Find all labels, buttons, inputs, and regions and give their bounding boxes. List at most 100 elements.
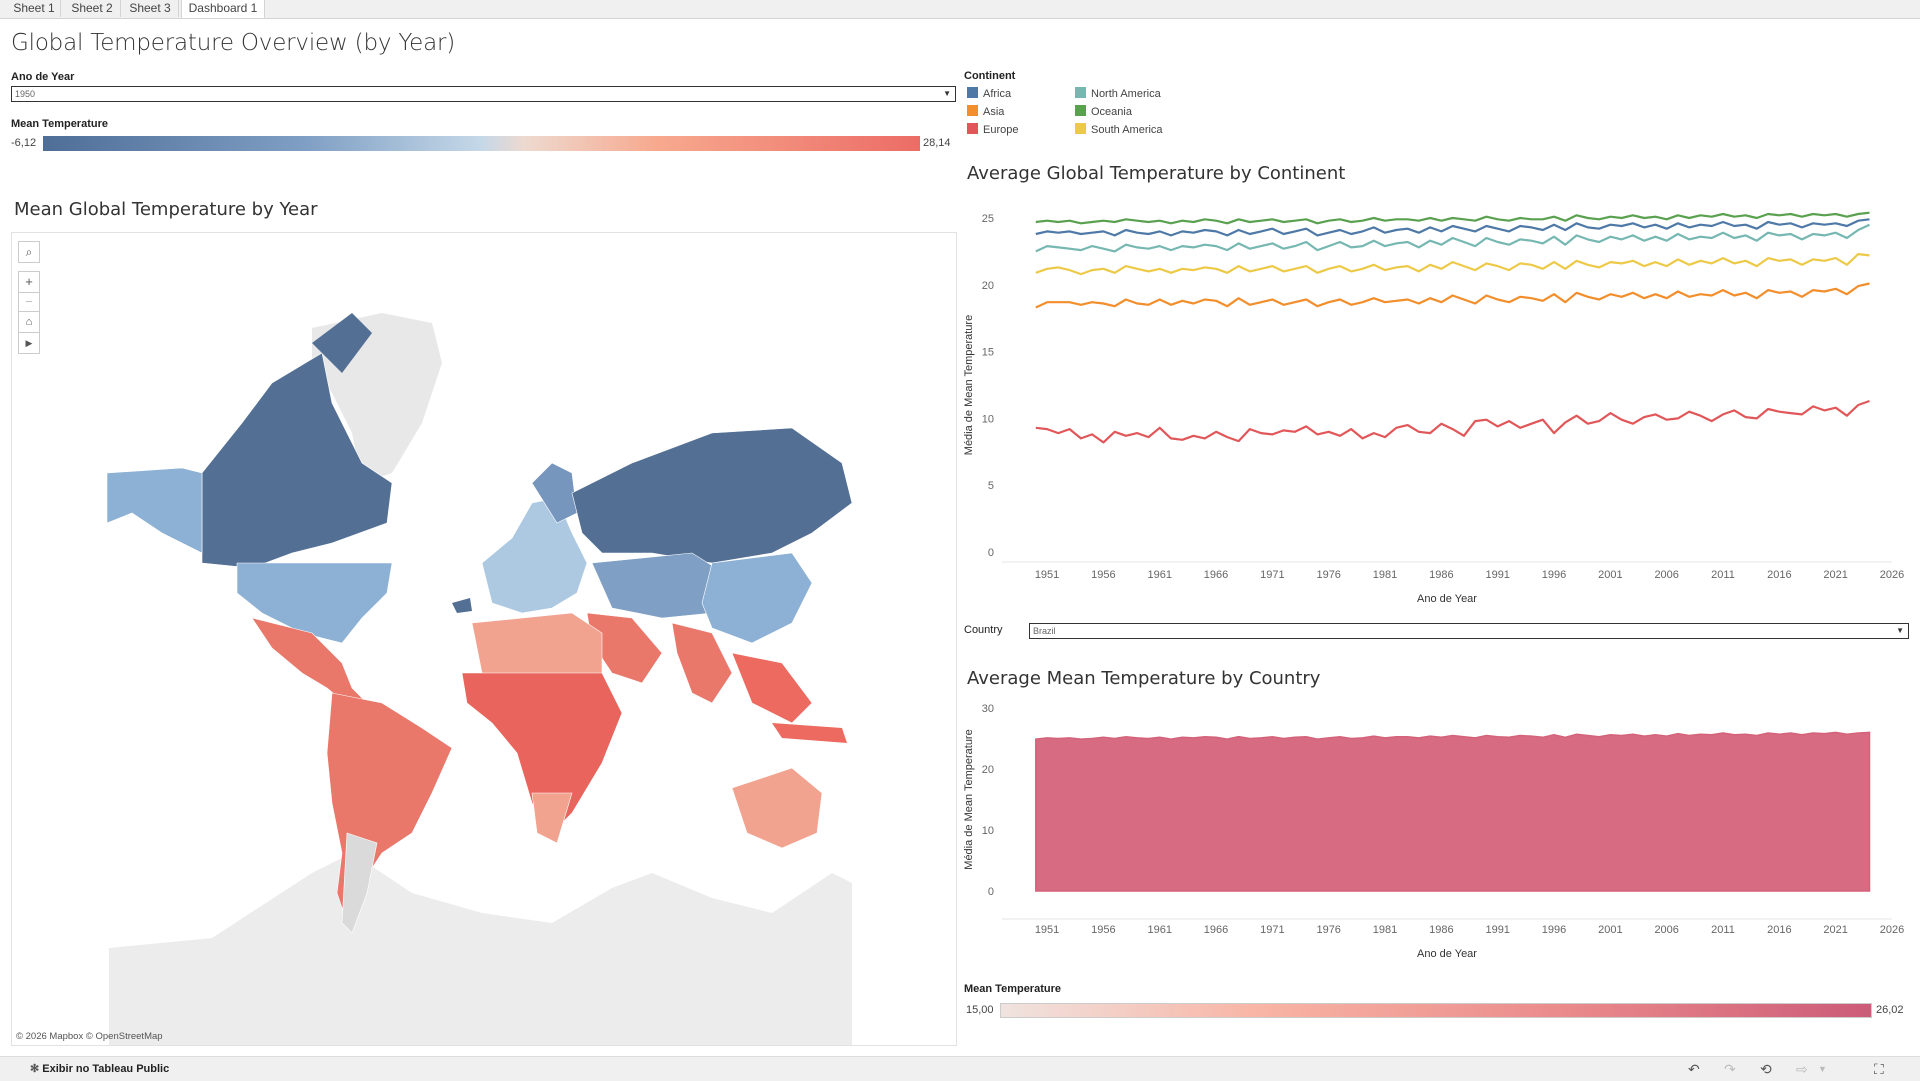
legend-label: Oceania xyxy=(1091,106,1132,118)
map-title: Mean Global Temperature by Year xyxy=(14,199,318,220)
zoom-in-button[interactable]: + xyxy=(18,271,40,293)
x-tick-label: 2011 xyxy=(1711,569,1735,581)
x-tick-label: 1971 xyxy=(1260,569,1284,581)
map-search-button[interactable]: ⌕ xyxy=(18,241,40,263)
x-tick-label: 2006 xyxy=(1654,924,1678,936)
world-map[interactable]: ⌕ + − ⌂ ▶ © 2026 Mapbox © OpenStreetMap xyxy=(11,232,957,1046)
x-tick-label: 1986 xyxy=(1429,569,1453,581)
x-tick-label: 1951 xyxy=(1035,924,1059,936)
x-axis-label: Ano de Year xyxy=(1417,593,1477,605)
fullscreen-icon[interactable]: ⛶ xyxy=(1874,1061,1884,1077)
usa-shape xyxy=(236,562,393,644)
legend-item-africa[interactable]: Africa xyxy=(967,87,1011,101)
legend-swatch xyxy=(1075,123,1086,134)
x-tick-label: 2016 xyxy=(1767,924,1791,936)
continent-legend-label: Continent xyxy=(964,70,1016,82)
x-tick-label: 2026 xyxy=(1880,569,1904,581)
x-tick-label: 1986 xyxy=(1429,924,1453,936)
revert-icon[interactable]: ⟲ xyxy=(1760,1061,1772,1077)
tableau-logo-icon: ✻ xyxy=(30,1063,43,1075)
y-tick-label: 10 xyxy=(982,413,994,425)
redo-icon[interactable]: ↷ xyxy=(1724,1061,1736,1077)
map-pan-button[interactable]: ▶ xyxy=(18,332,40,354)
alaska-shape xyxy=(106,467,203,554)
search-icon: ⌕ xyxy=(25,245,33,259)
x-tick-label: 1961 xyxy=(1147,924,1171,936)
legend-label: Europe xyxy=(983,124,1019,136)
australia-shape xyxy=(731,767,823,849)
x-tick-label: 1996 xyxy=(1542,569,1566,581)
tab-sheet-3[interactable]: Sheet 3 xyxy=(122,0,179,17)
minus-icon: − xyxy=(25,294,33,309)
x-tick-label: 1956 xyxy=(1091,924,1115,936)
country-legend-min: 15,00 xyxy=(966,1004,994,1016)
x-tick-label: 1966 xyxy=(1204,569,1228,581)
area-series-brazil xyxy=(1035,731,1871,892)
undo-icon[interactable]: ↶ xyxy=(1688,1061,1700,1077)
x-axis-label: Ano de Year xyxy=(1417,948,1477,960)
mean-temp-legend-label: Mean Temperature xyxy=(11,118,108,130)
north-africa-shape xyxy=(471,612,603,679)
legend-label: Africa xyxy=(983,88,1012,100)
map-home-button[interactable]: ⌂ xyxy=(18,311,40,333)
south-asia-shape xyxy=(671,622,733,704)
legend-item-oceania[interactable]: Oceania xyxy=(1075,105,1132,119)
tab-sheet-1[interactable]: Sheet 1 xyxy=(8,0,61,17)
plus-icon: + xyxy=(25,274,33,289)
year-filter-value: 1950 xyxy=(15,89,36,99)
legend-item-asia[interactable]: Asia xyxy=(967,105,1004,119)
x-tick-label: 1956 xyxy=(1091,569,1115,581)
y-tick-label: 25 xyxy=(982,213,994,225)
line-series-europe xyxy=(1035,399,1870,444)
x-tick-label: 2001 xyxy=(1598,924,1622,936)
country-filter-label: Country xyxy=(964,624,1003,636)
tab-sheet-2[interactable]: Sheet 2 xyxy=(64,0,121,17)
share-icon[interactable]: ⇨ xyxy=(1796,1061,1808,1077)
bottom-toolbar: ✻ Exibir no Tableau Public ↶ ↷ ⟲ ⇨ ▼ ⛶ xyxy=(0,1056,1920,1081)
indonesia-shape xyxy=(772,723,847,743)
legend-label: South America xyxy=(1091,124,1163,136)
antarctica-shape xyxy=(109,853,852,1045)
y-tick-label: 0 xyxy=(988,547,994,559)
southern-cone-shape xyxy=(341,832,378,934)
legend-item-europe[interactable]: Europe xyxy=(967,123,1018,137)
chevron-down-icon: ▼ xyxy=(1896,626,1904,635)
legend-swatch xyxy=(967,105,978,116)
southern-africa-shape xyxy=(531,792,573,844)
chevron-down-icon: ▼ xyxy=(943,89,951,98)
tableau-link-label: Exibir no Tableau Public xyxy=(42,1063,170,1075)
country-filter-dropdown[interactable]: Brazil ▼ xyxy=(1029,623,1909,639)
x-tick-label: 2006 xyxy=(1654,569,1678,581)
legend-swatch xyxy=(1075,87,1086,98)
dashboard-title: Global Temperature Overview (by Year) xyxy=(11,30,456,56)
home-icon: ⌂ xyxy=(25,316,33,328)
tableau-public-link[interactable]: ✻ Exibir no Tableau Public xyxy=(30,1062,169,1075)
x-tick-label: 1996 xyxy=(1542,924,1566,936)
zoom-out-button[interactable]: − xyxy=(18,292,40,312)
x-tick-label: 1976 xyxy=(1316,569,1340,581)
y-axis-label: Média de Mean Temperature xyxy=(963,315,975,455)
play-icon: ▶ xyxy=(25,338,33,348)
legend-swatch xyxy=(967,87,978,98)
x-tick-label: 2021 xyxy=(1823,924,1847,936)
legend-item-south-america[interactable]: South America xyxy=(1075,123,1163,137)
mean-temp-legend-min: -6,12 xyxy=(11,137,37,149)
y-tick-label: 5 xyxy=(988,480,994,492)
arctic-islands-shape xyxy=(312,313,372,373)
x-tick-label: 1981 xyxy=(1373,569,1397,581)
country-legend-label: Mean Temperature xyxy=(964,983,1061,995)
southeast-asia-shape xyxy=(731,652,813,724)
country-area-chart: 0 10 20 30 1951 1956 1961 1966 1971 1976 1981 1986 1… xyxy=(963,703,1904,960)
x-tick-label: 1981 xyxy=(1373,924,1397,936)
sheet-tab-bar: Sheet 1 Sheet 2 Sheet 3 Dashboard 1 xyxy=(0,0,1920,19)
legend-item-north-america[interactable]: North America xyxy=(1075,87,1161,101)
map-attribution: © 2026 Mapbox © OpenStreetMap xyxy=(16,1031,163,1042)
y-axis-label: Média de Mean Temperature xyxy=(963,729,975,869)
share-dropdown-icon[interactable]: ▼ xyxy=(1818,1064,1827,1074)
line-series-south-america xyxy=(1035,253,1870,276)
x-tick-label: 1991 xyxy=(1485,569,1509,581)
x-tick-label: 1976 xyxy=(1316,924,1340,936)
year-filter-dropdown[interactable]: 1950 ▼ xyxy=(11,86,956,102)
mean-temp-color-ramp xyxy=(43,136,920,151)
tab-dashboard-1[interactable]: Dashboard 1 xyxy=(181,0,265,18)
